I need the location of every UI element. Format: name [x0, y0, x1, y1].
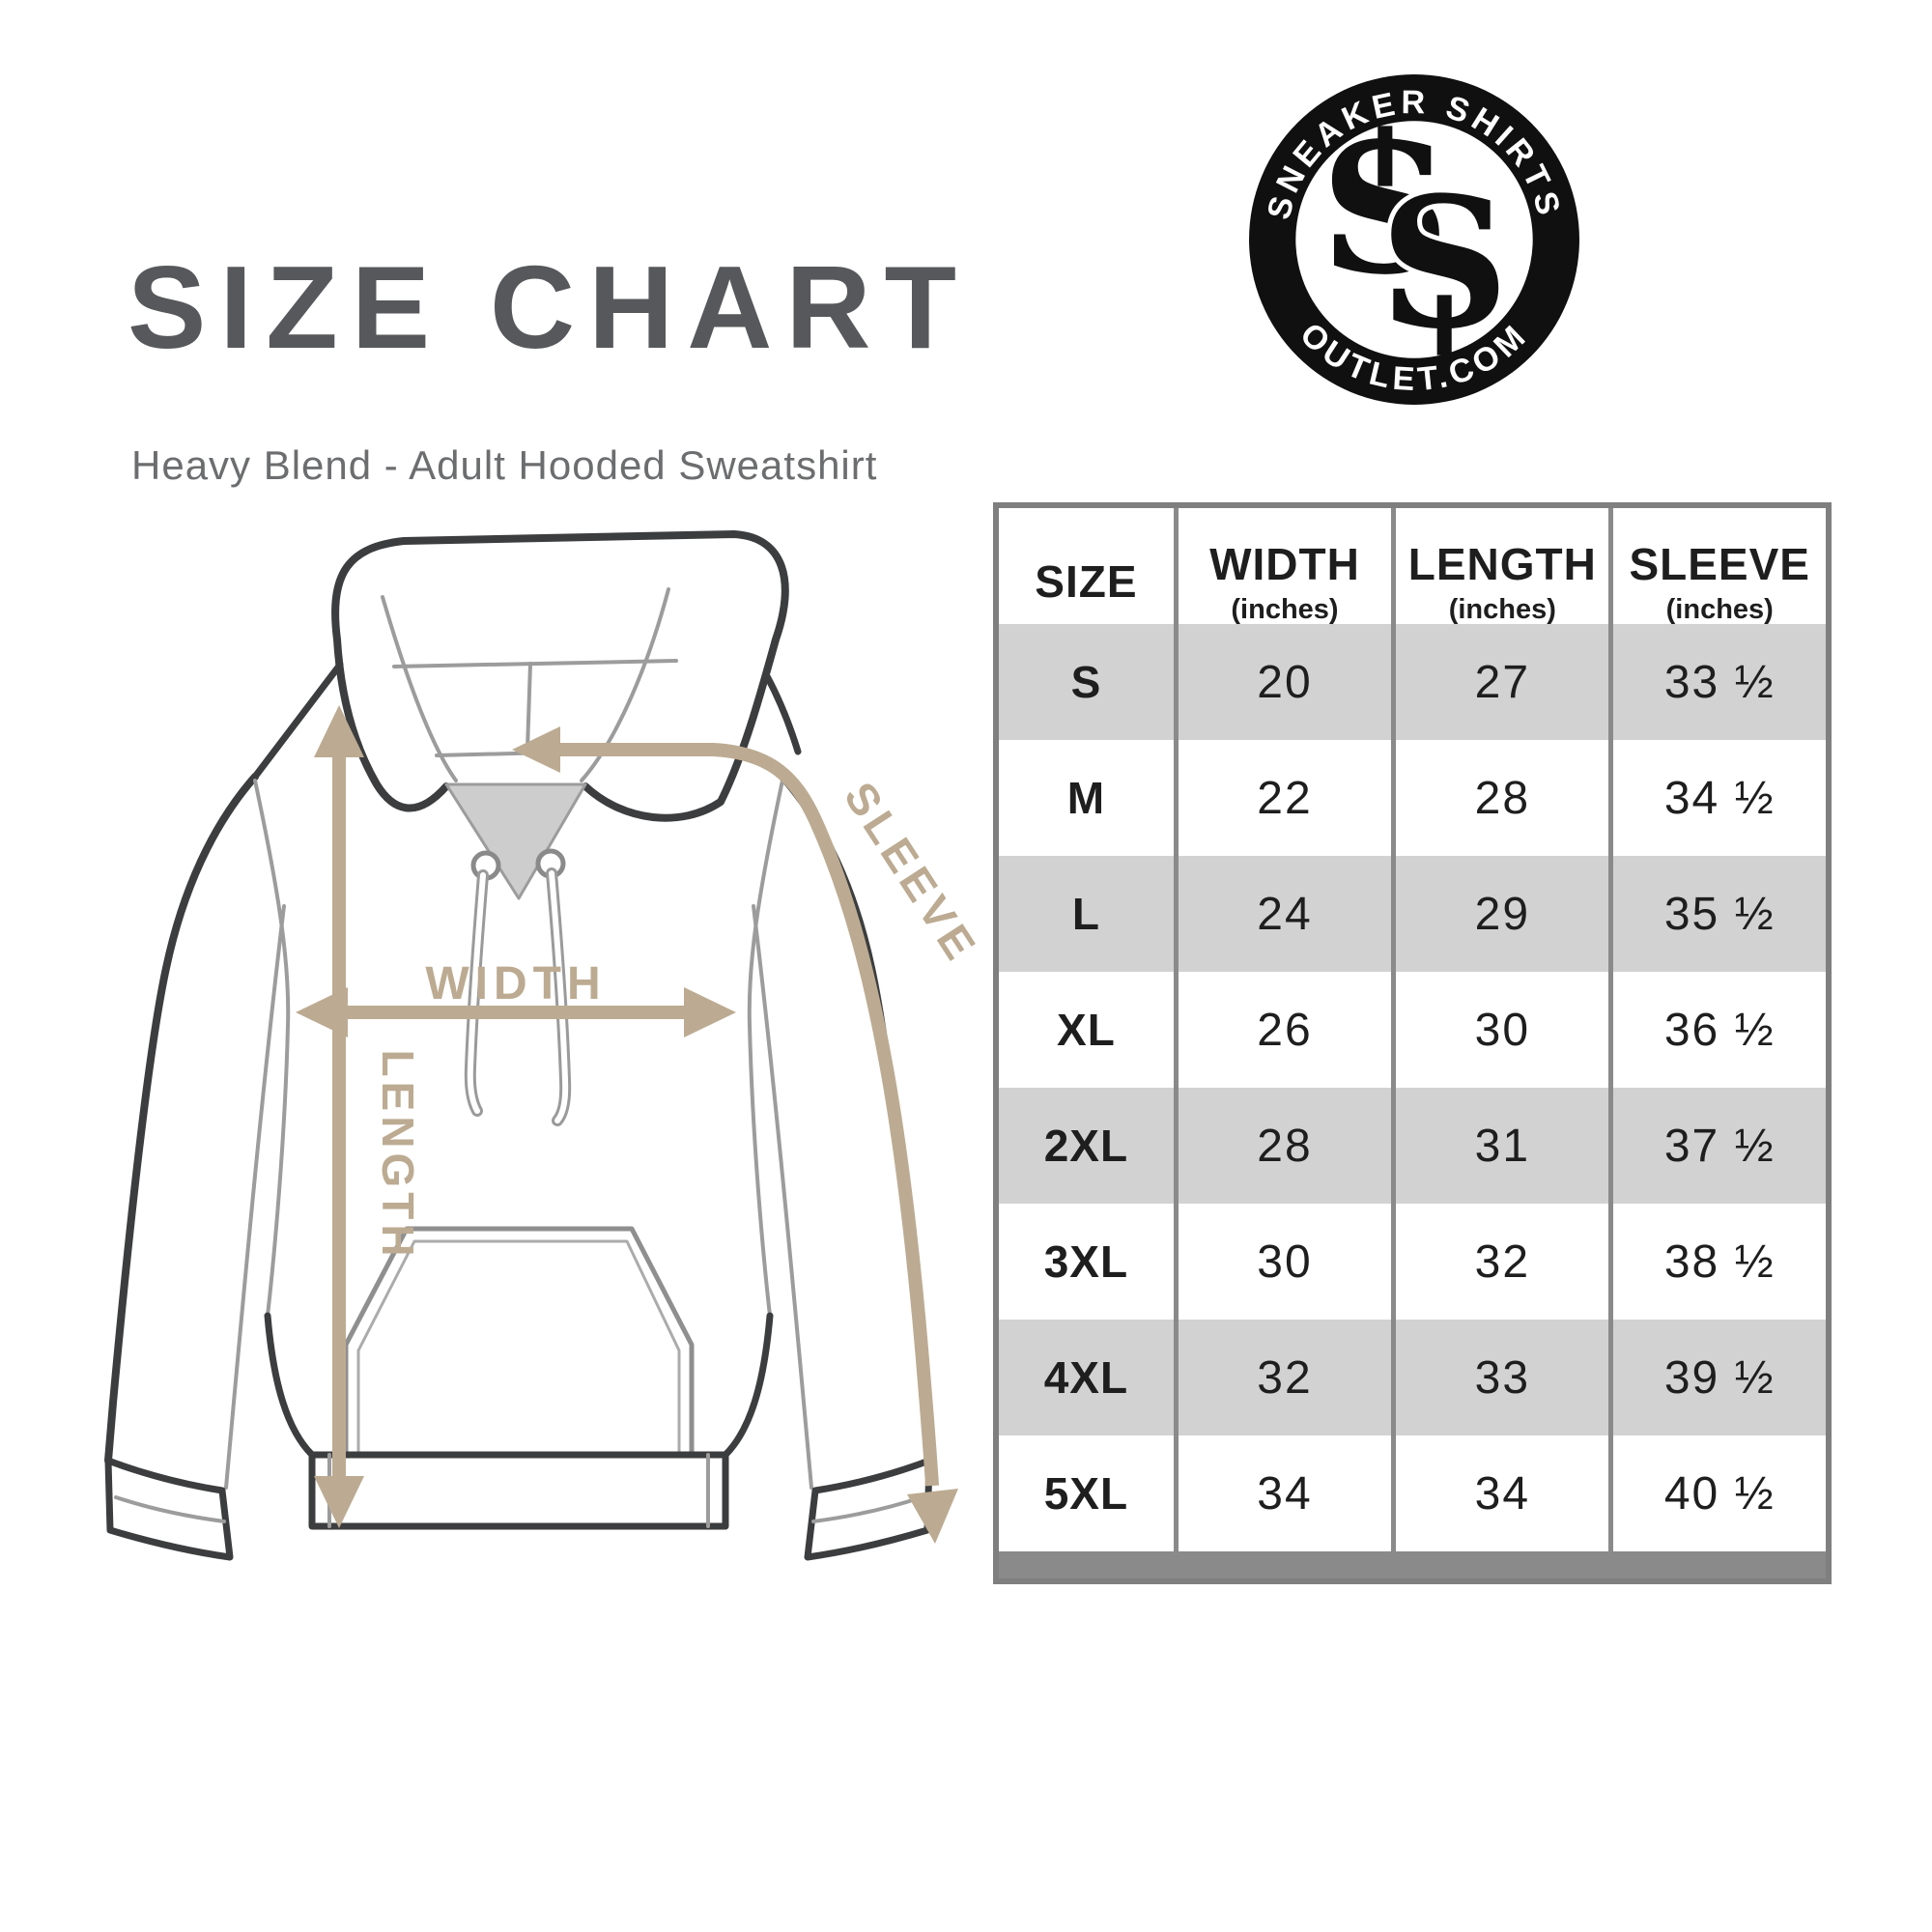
- column-header-label: SIZE: [1035, 556, 1138, 607]
- sleeve-left-inner: [224, 904, 286, 1490]
- hood-inner-left: [381, 595, 458, 782]
- width-cell: 24: [1178, 856, 1392, 972]
- sleeve-arrow-shaft: [543, 743, 939, 1487]
- width-cell: 22: [1178, 740, 1392, 856]
- kangaroo-pocket-inner: [356, 1239, 681, 1457]
- width-cell: 32: [1178, 1320, 1392, 1435]
- hood-outline: [331, 530, 789, 806]
- sleeve-cell: 38 ½: [1613, 1204, 1826, 1320]
- sleeve-right-inner: [752, 904, 813, 1490]
- column-header-unit: (inches): [1448, 593, 1556, 625]
- waistband: [308, 1451, 729, 1530]
- hood-left-chin: [333, 636, 450, 812]
- brand-logo: SNEAKER SHIRTS OUTLET.COM S S: [1249, 74, 1579, 405]
- page-title: SIZE CHART: [128, 242, 970, 373]
- width-arrowhead-right: [684, 987, 736, 1037]
- page-subtitle: Heavy Blend - Adult Hooded Sweatshirt: [131, 442, 878, 488]
- cuff-right: [804, 1457, 933, 1561]
- cuff-right-line: [811, 1495, 923, 1523]
- drawstring-left-core: [467, 872, 486, 1114]
- length-cell: 30: [1396, 972, 1609, 1088]
- shoulder-seam-right: [763, 672, 802, 755]
- width-label: WIDTH: [425, 958, 606, 1009]
- drawstring-right-core: [549, 870, 569, 1123]
- sleeve-cell: 40 ½: [1613, 1435, 1826, 1551]
- sleeve-cell: 39 ½: [1613, 1320, 1826, 1435]
- width-cell: 28: [1178, 1088, 1392, 1204]
- length-arrowhead-top: [314, 705, 364, 757]
- column-header-label: LENGTH: [1407, 538, 1597, 589]
- size-cell: M: [999, 740, 1174, 856]
- hood-inner-right: [580, 587, 670, 782]
- size-cell: 4XL: [999, 1320, 1174, 1435]
- length-arrowhead-bottom: [314, 1476, 364, 1528]
- sleeve-left-outer: [104, 773, 259, 1464]
- length-cell: 32: [1396, 1204, 1609, 1320]
- sleeve-cell: 35 ½: [1613, 856, 1826, 972]
- length-cell: 27: [1396, 624, 1609, 740]
- sleeve-cell: 36 ½: [1613, 972, 1826, 1088]
- length-label: LENGTH: [373, 1049, 423, 1261]
- size-cell: 5XL: [999, 1435, 1174, 1551]
- size-table: SIZE WIDTH (inches) LENGTH (inches) SLEE…: [993, 502, 1832, 1584]
- column-header-label: WIDTH: [1209, 538, 1360, 589]
- size-cell: 2XL: [999, 1088, 1174, 1204]
- size-cell: 3XL: [999, 1204, 1174, 1320]
- logo-monogram: S S: [1321, 102, 1515, 373]
- shoulder-seam-left: [251, 661, 344, 781]
- width-arrowhead-left: [296, 987, 348, 1037]
- armpit-left: [264, 1312, 316, 1459]
- width-cell: 34: [1178, 1435, 1392, 1551]
- measurement-arrows: WIDTH LENGTH SLEEVE: [296, 705, 988, 1544]
- column-header-label: SLEEVE: [1629, 538, 1810, 589]
- column-header-unit: (inches): [1665, 593, 1774, 625]
- armpit-right: [722, 1312, 774, 1459]
- cuff-left: [104, 1457, 234, 1561]
- logo-inner-circle: [1295, 121, 1533, 358]
- body-left-edge: [253, 779, 291, 1318]
- hood-seam-top: [392, 659, 678, 668]
- sleeve-arrowhead-bottom: [907, 1489, 958, 1544]
- hood-right-chin: [582, 782, 724, 822]
- hood-seam-center: [526, 662, 532, 752]
- size-cell: S: [999, 624, 1174, 740]
- length-cell: 33: [1396, 1320, 1609, 1435]
- sleeve-cell: 37 ½: [1613, 1088, 1826, 1204]
- size-cell: L: [999, 856, 1174, 972]
- sleeve-cell: 33 ½: [1613, 624, 1826, 740]
- length-cell: 31: [1396, 1088, 1609, 1204]
- length-cell: 34: [1396, 1435, 1609, 1551]
- sleeve-arrowhead-left: [512, 726, 560, 773]
- length-cell: 28: [1396, 740, 1609, 856]
- width-cell: 20: [1178, 624, 1392, 740]
- body-right-edge: [747, 779, 784, 1318]
- neck-triangle: [444, 782, 587, 900]
- column-header-unit: (inches): [1231, 593, 1339, 625]
- length-cell: 29: [1396, 856, 1609, 972]
- kangaroo-pocket-outer: [343, 1226, 695, 1458]
- monogram-s-left: S: [1321, 102, 1450, 314]
- width-cell: 30: [1178, 1204, 1392, 1320]
- cuff-left-line: [114, 1495, 226, 1523]
- size-cell: XL: [999, 972, 1174, 1088]
- sleeve-cell: 34 ½: [1613, 740, 1826, 856]
- width-cell: 26: [1178, 972, 1392, 1088]
